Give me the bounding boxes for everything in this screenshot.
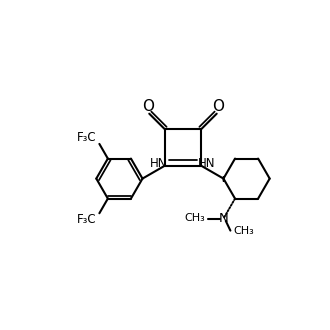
Text: CH₃: CH₃ — [184, 213, 205, 223]
Text: HN: HN — [198, 157, 216, 170]
Text: O: O — [142, 99, 154, 114]
Text: CH₃: CH₃ — [234, 226, 254, 236]
Text: HN: HN — [150, 157, 168, 170]
Text: N: N — [218, 212, 228, 225]
Text: O: O — [212, 99, 224, 114]
Text: F₃C: F₃C — [77, 213, 96, 226]
Text: F₃C: F₃C — [77, 131, 96, 144]
